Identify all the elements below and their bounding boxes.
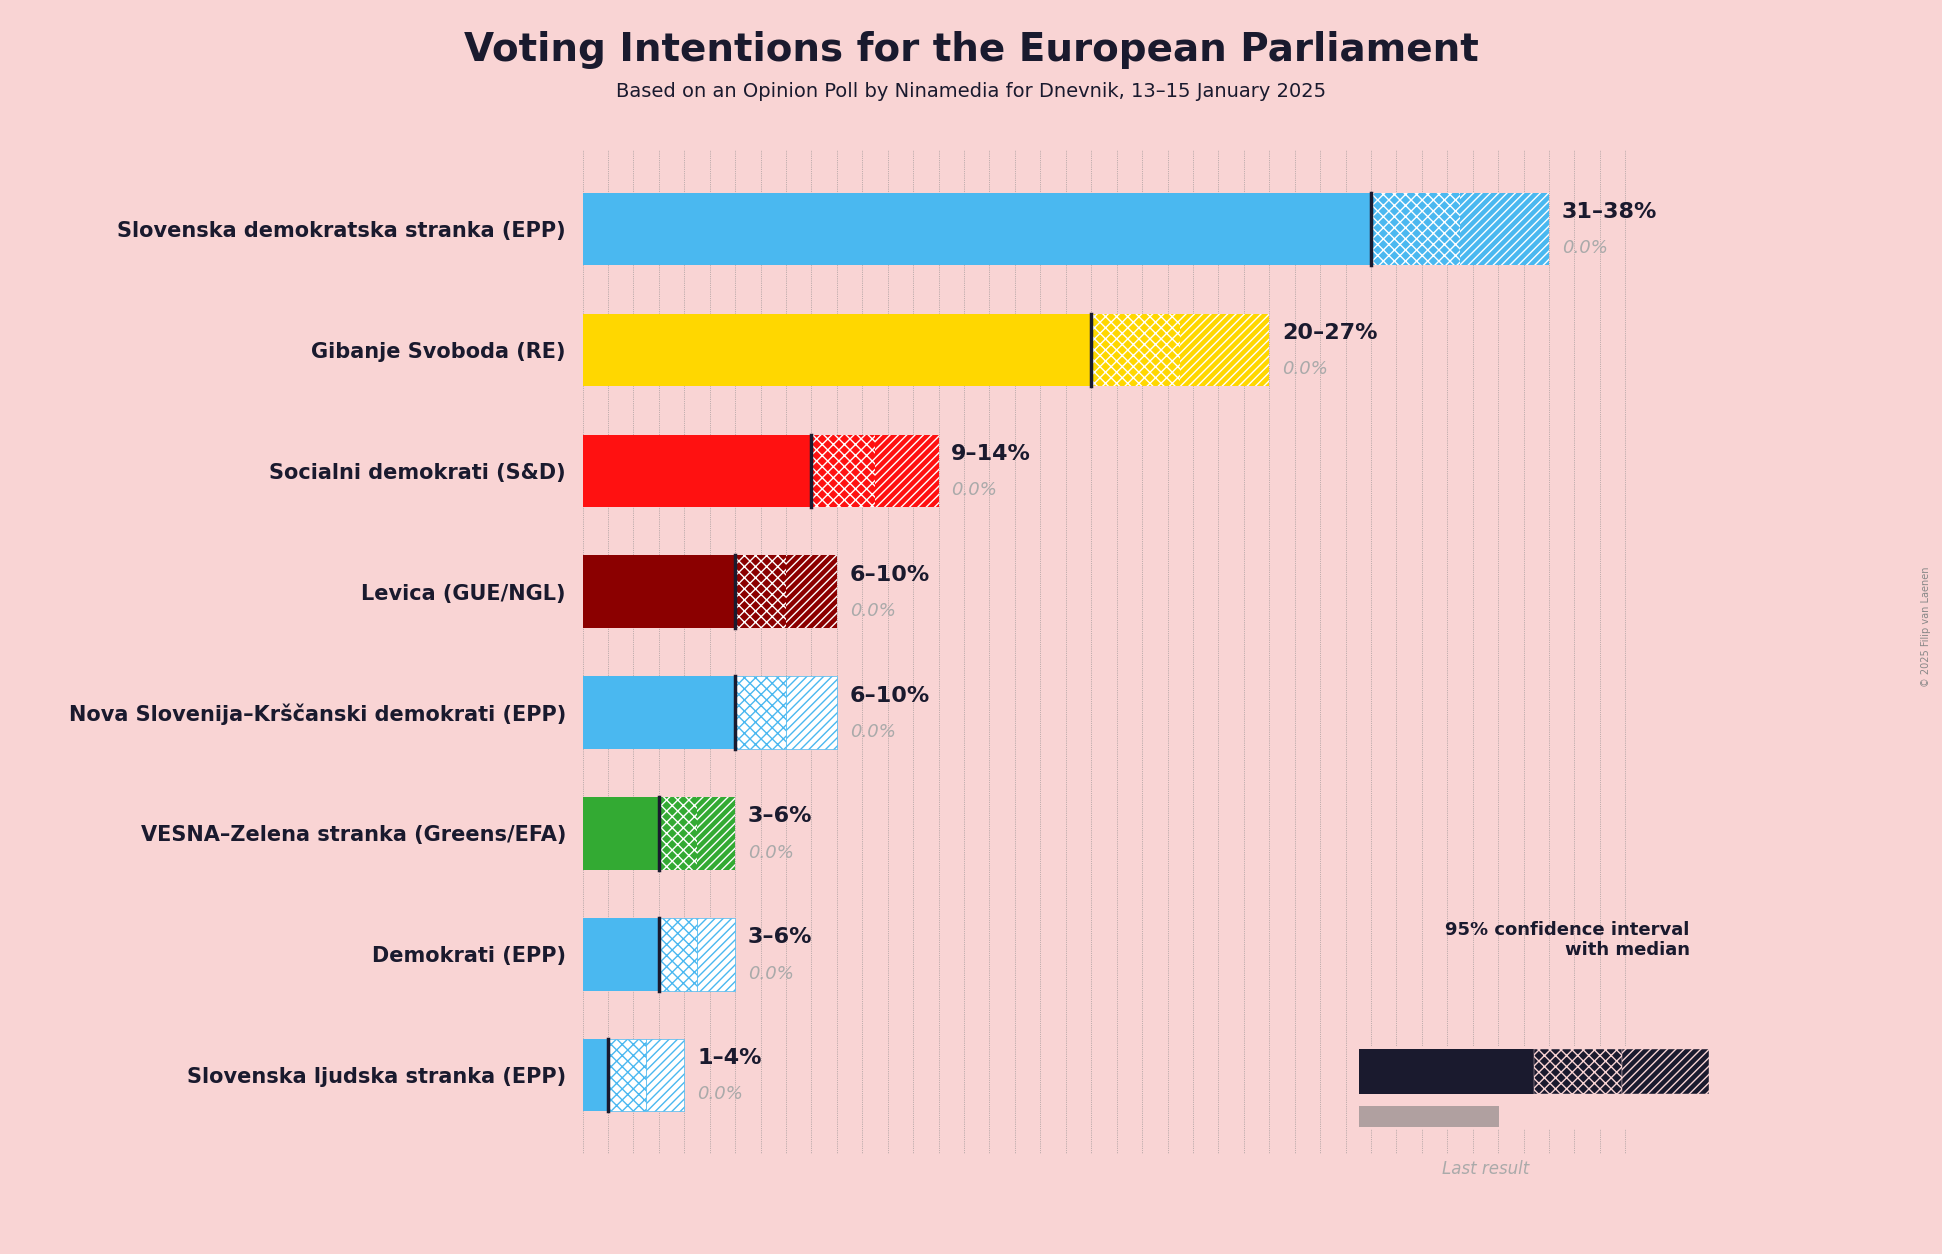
Bar: [876, 435, 938, 507]
Text: 1–4%: 1–4%: [697, 1048, 761, 1068]
Text: 0.0%: 0.0%: [748, 844, 794, 861]
Text: 0.0%: 0.0%: [1282, 360, 1328, 379]
Bar: [608, 1038, 647, 1111]
Bar: [736, 676, 787, 749]
Text: 9–14%: 9–14%: [952, 444, 1031, 464]
Text: 20–27%: 20–27%: [1282, 324, 1377, 344]
Bar: [583, 435, 812, 507]
Bar: [1534, 1050, 1622, 1093]
Bar: [1371, 193, 1460, 266]
Bar: [583, 918, 658, 991]
Bar: [1622, 1050, 1709, 1093]
Text: 95% confidence interval
with median: 95% confidence interval with median: [1445, 920, 1690, 959]
Bar: [658, 918, 697, 991]
Bar: [736, 556, 787, 628]
Text: 0.0%: 0.0%: [952, 482, 998, 499]
Bar: [787, 556, 837, 628]
Bar: [1460, 193, 1550, 266]
Bar: [583, 193, 1371, 266]
Bar: [583, 798, 658, 869]
Bar: [583, 314, 1091, 386]
Bar: [787, 676, 837, 749]
Text: Last result: Last result: [1443, 1160, 1528, 1178]
Text: 0.0%: 0.0%: [697, 1086, 744, 1104]
Text: 0.0%: 0.0%: [851, 722, 895, 741]
Text: © 2025 Filip van Laenen: © 2025 Filip van Laenen: [1921, 567, 1932, 687]
Bar: [1359, 1050, 1534, 1093]
Text: 31–38%: 31–38%: [1561, 202, 1657, 222]
Bar: [647, 1038, 684, 1111]
Bar: [583, 676, 736, 749]
Bar: [697, 918, 736, 991]
Text: 0.0%: 0.0%: [748, 964, 794, 983]
Text: 3–6%: 3–6%: [748, 927, 812, 947]
Text: Voting Intentions for the European Parliament: Voting Intentions for the European Parli…: [464, 31, 1478, 69]
Bar: [1181, 314, 1270, 386]
Text: Based on an Opinion Poll by Ninamedia for Dnevnik, 13–15 January 2025: Based on an Opinion Poll by Ninamedia fo…: [616, 82, 1326, 100]
Text: 3–6%: 3–6%: [748, 806, 812, 826]
Bar: [1091, 314, 1181, 386]
Text: 6–10%: 6–10%: [851, 686, 930, 706]
Text: 0.0%: 0.0%: [851, 602, 895, 619]
Bar: [697, 798, 736, 869]
Bar: [1359, 1106, 1499, 1126]
Text: 6–10%: 6–10%: [851, 564, 930, 584]
Text: 0.0%: 0.0%: [1561, 240, 1608, 257]
Bar: [812, 435, 876, 507]
Bar: [583, 1038, 608, 1111]
Bar: [583, 556, 736, 628]
Bar: [658, 798, 697, 869]
